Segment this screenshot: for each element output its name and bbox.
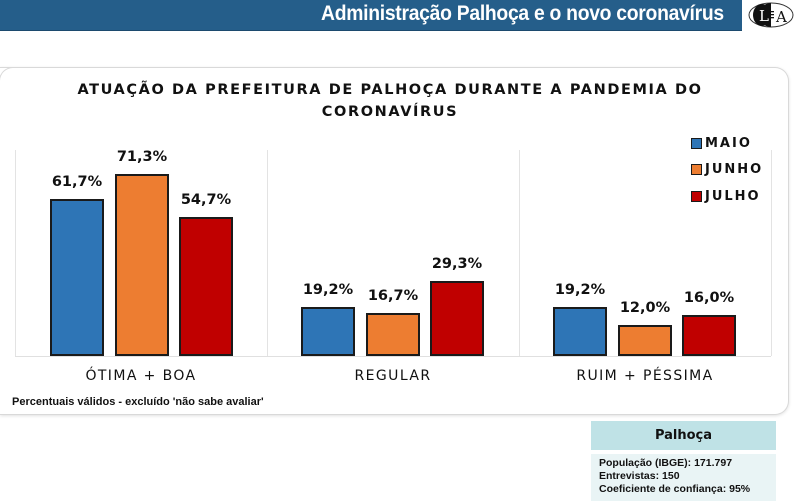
bar-junho-regular xyxy=(366,313,420,356)
legend-swatch-icon xyxy=(691,190,702,202)
plot-divider xyxy=(15,150,16,356)
legend-swatch-icon xyxy=(691,164,702,176)
chart-title: ATUAÇÃO DA PREFEITURA DE PALHOÇA DURANTE… xyxy=(60,79,720,123)
info-box-title: Palhoça xyxy=(591,421,776,450)
info-box-body: População (IBGE): 171.797 Entrevistas: 1… xyxy=(591,454,776,501)
footnote: Percentuais válidos - excluído 'não sabe… xyxy=(12,396,264,408)
plot-divider xyxy=(771,150,772,356)
bar-julho-otima-boa xyxy=(179,217,233,356)
bar-value-label: 19,2% xyxy=(554,282,606,298)
bar-value-label: 29,3% xyxy=(431,256,483,272)
header-bar: Administração Palhoça e o novo coronavír… xyxy=(0,0,742,31)
bar-value-label: 16,0% xyxy=(683,290,735,306)
legend-item-julho: JULHO xyxy=(691,183,763,210)
bar-junho-ruim-pessima xyxy=(618,325,672,356)
bar-value-label: 54,7% xyxy=(180,192,232,208)
bar-maio-otima-boa xyxy=(50,199,104,356)
lea-logo-icon: L A xyxy=(748,2,794,28)
chart-title-line-1: ATUAÇÃO DA PREFEITURA DE PALHOÇA DURANTE… xyxy=(77,82,703,98)
info-population: População (IBGE): 171.797 xyxy=(599,457,733,469)
bar-value-label: 12,0% xyxy=(619,300,671,316)
legend-label: MAIO xyxy=(705,135,752,151)
chart-title-line-2: CORONAVÍRUS xyxy=(321,104,459,120)
category-label: RUIM + PÉSSIMA xyxy=(576,368,714,384)
bar-value-label: 61,7% xyxy=(51,174,103,190)
bar-julho-regular xyxy=(430,281,484,356)
bar-maio-ruim-pessima xyxy=(553,307,607,356)
svg-text:L: L xyxy=(759,7,769,25)
legend-item-maio: MAIO xyxy=(691,130,763,157)
plot-divider xyxy=(519,150,520,356)
category-label: ÓTIMA + BOA xyxy=(85,368,197,384)
bar-junho-otima-boa xyxy=(115,174,169,356)
category-label: REGULAR xyxy=(354,368,432,384)
info-confidence: Coeficiente de confiança: 95% xyxy=(599,483,751,495)
bar-value-label: 71,3% xyxy=(116,149,168,165)
svg-text:A: A xyxy=(775,8,787,26)
page-title: Administração Palhoça e o novo coronavír… xyxy=(321,2,724,25)
legend-swatch-icon xyxy=(691,137,702,149)
bar-value-label: 16,7% xyxy=(367,288,419,304)
bar-maio-regular xyxy=(301,307,355,356)
bar-julho-ruim-pessima xyxy=(682,315,736,356)
bar-value-label: 19,2% xyxy=(302,282,354,298)
x-axis-baseline xyxy=(15,356,771,357)
plot-divider xyxy=(267,150,268,356)
chart-legend: MAIO JUNHO JULHO xyxy=(691,130,763,210)
info-interviews: Entrevistas: 150 xyxy=(599,470,680,482)
legend-label: JULHO xyxy=(705,188,761,204)
info-box: Palhoça População (IBGE): 171.797 Entrev… xyxy=(591,421,776,501)
legend-label: JUNHO xyxy=(705,162,764,178)
legend-item-junho: JUNHO xyxy=(691,157,763,184)
